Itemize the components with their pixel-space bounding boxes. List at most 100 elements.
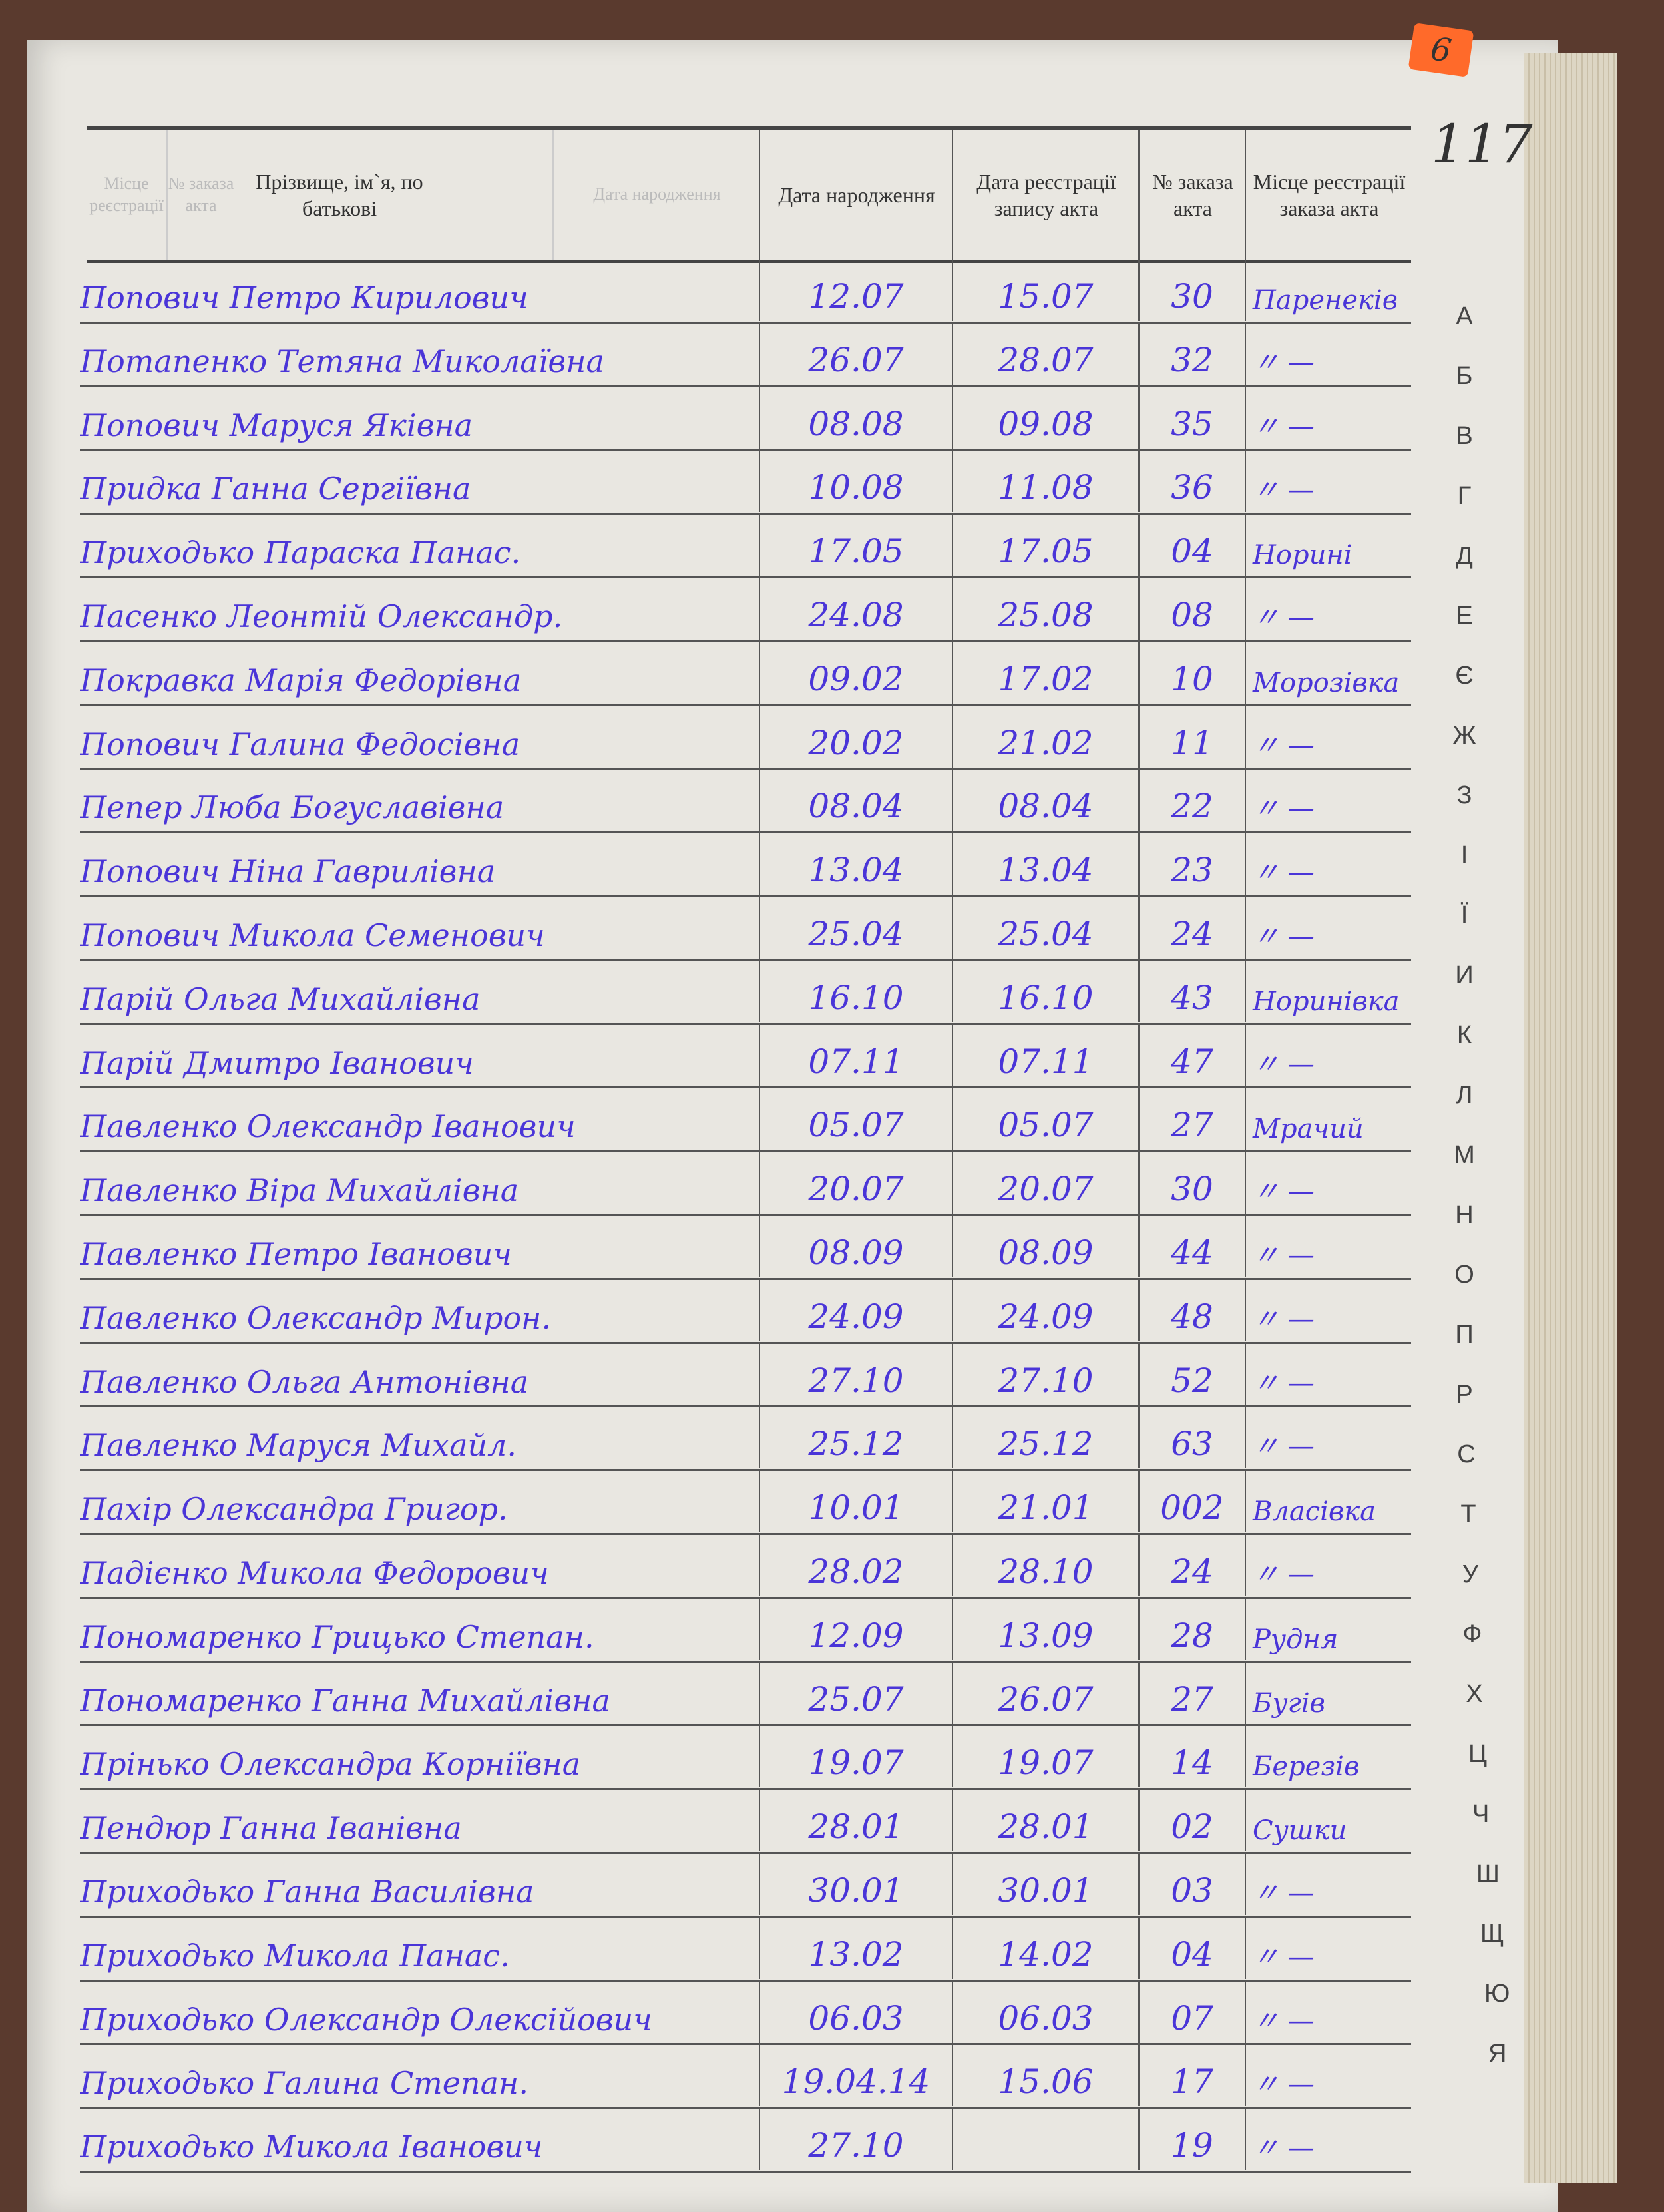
alphabet-tab[interactable]: А: [1456, 302, 1473, 330]
table-row: Павленко Олександр Іванович 05.07 05.07 27 М…: [80, 1088, 1411, 1153]
alphabet-tab[interactable]: Ж: [1452, 722, 1476, 750]
act-number-cell: 30: [1138, 260, 1245, 321]
registration-place-cell: 〃 —: [1245, 833, 1411, 895]
table-row: Парій Дмитро Іванович 07.11 07.11 47 〃 —: [80, 1024, 1411, 1089]
registration-date-cell: 05.07: [952, 1088, 1138, 1150]
registration-place-cell: 〃 —: [1245, 451, 1411, 513]
alphabet-tab[interactable]: Д: [1456, 542, 1473, 570]
alphabet-tab[interactable]: М: [1454, 1141, 1475, 1169]
act-number-cell: 04: [1138, 1917, 1245, 1979]
alphabet-tab[interactable]: Т: [1460, 1500, 1476, 1528]
birth-date-cell: 06.03: [759, 1981, 952, 2043]
registration-place-cell: Бугів: [1245, 1662, 1411, 1724]
alphabet-tab[interactable]: Щ: [1480, 1904, 1504, 1964]
table-row: Пономаренко Грицько Степан. 12.09 13.09 28 Р…: [80, 1598, 1411, 1663]
registration-place-cell: 〃 —: [1245, 2109, 1411, 2171]
birth-date-cell: 25.04: [759, 897, 952, 959]
registration-date-cell: 08.09: [952, 1216, 1138, 1277]
birth-date-cell: 20.02: [759, 706, 952, 768]
table-row: Прінько Олександра Корніївна 19.07 19.07 14…: [80, 1726, 1411, 1791]
alphabet-tab[interactable]: І: [1460, 841, 1468, 869]
act-number-cell: 36: [1138, 451, 1245, 513]
alphabet-tab[interactable]: Ш: [1476, 1844, 1500, 1904]
name-cell: Пахір Олександра Григор.: [80, 1491, 508, 1528]
birth-date-cell: 12.09: [759, 1598, 952, 1660]
registration-place-cell: 〃 —: [1245, 1534, 1411, 1596]
alphabet-index-tabs: АБВГДЕЄЖЗІЇИКЛМНОПРСТУФХЦЧШЩЮЯ: [1444, 286, 1510, 2084]
birth-date-cell: 08.09: [759, 1216, 952, 1277]
registration-place-cell: 〃 —: [1245, 1981, 1411, 2043]
table-row: Павленко Маруся Михайл. 25.12 25.12 63 〃 —: [80, 1407, 1411, 1472]
header-birth-date: Дата народження: [759, 130, 953, 260]
name-cell: Приходько Ганна Василівна: [80, 1873, 534, 1910]
alphabet-tab[interactable]: Х: [1466, 1680, 1483, 1708]
act-number-cell: 04: [1138, 515, 1245, 576]
alphabet-tab[interactable]: У: [1462, 1560, 1479, 1588]
alphabet-tab[interactable]: Ч: [1472, 1800, 1490, 1828]
act-number-cell: 24: [1138, 1534, 1245, 1596]
registration-place-cell: 〃 —: [1245, 1407, 1411, 1469]
alphabet-tab[interactable]: Ц: [1468, 1740, 1488, 1768]
alphabet-tab[interactable]: П: [1455, 1321, 1474, 1349]
alphabet-tab[interactable]: Е: [1456, 602, 1473, 630]
alphabet-tab[interactable]: Ф: [1462, 1620, 1482, 1648]
registration-place-cell: 〃 —: [1245, 1917, 1411, 1979]
table-header: Місце реєстрації № заказа акта Прізвище,…: [87, 126, 1411, 263]
birth-date-cell: 27.10: [759, 1343, 952, 1405]
act-number-cell: 48: [1138, 1279, 1245, 1341]
registration-place-cell: 〃 —: [1245, 323, 1411, 385]
name-cell: Пасенко Леонтій Олександр.: [80, 598, 563, 634]
registration-date-cell: 28.07: [952, 323, 1138, 385]
name-cell: Попович Ніна Гаврилівна: [80, 853, 496, 890]
name-cell: Павленко Петро Іванович: [80, 1235, 513, 1272]
alphabet-tab[interactable]: З: [1456, 781, 1472, 809]
act-number-cell: 47: [1138, 1024, 1245, 1086]
registration-date-cell: 09.08: [952, 387, 1138, 449]
act-number-cell: 28: [1138, 1598, 1245, 1660]
alphabet-tab[interactable]: Ї: [1460, 901, 1468, 929]
registration-date-cell: 25.08: [952, 578, 1138, 640]
table-row: Приходько Галина Степан. 19.04.14 15.06 17 〃…: [80, 2045, 1411, 2109]
name-cell: Парій Дмитро Іванович: [80, 1044, 474, 1081]
name-cell: Попович Петро Кирилович: [80, 280, 528, 316]
alphabet-tab[interactable]: В: [1456, 422, 1473, 450]
registration-place-cell: Рудня: [1245, 1598, 1411, 1660]
registration-place-cell: Норинівка: [1245, 961, 1411, 1022]
alphabet-tab[interactable]: Є: [1455, 662, 1474, 690]
table-row: Приходько Ганна Василівна 30.01 30.01 03 〃 —: [80, 1853, 1411, 1918]
registration-place-cell: 〃 —: [1245, 706, 1411, 768]
alphabet-tab[interactable]: С: [1457, 1440, 1476, 1468]
act-number-cell: 10: [1138, 642, 1245, 704]
alphabet-tab[interactable]: И: [1455, 961, 1474, 989]
birth-date-cell: 05.07: [759, 1088, 952, 1150]
name-cell: Павленко Віра Михайлівна: [80, 1172, 519, 1209]
name-cell: Попович Галина Федосівна: [80, 726, 520, 762]
registration-date-cell: 15.06: [952, 2045, 1138, 2107]
birth-date-cell: 26.07: [759, 323, 952, 385]
alphabet-tab[interactable]: Р: [1456, 1381, 1473, 1409]
birth-date-cell: 19.07: [759, 1726, 952, 1788]
table-row: Павленко Ольга Антонівна 27.10 27.10 52 〃 —: [80, 1343, 1411, 1408]
act-number-cell: 30: [1138, 1152, 1245, 1214]
alphabet-tab[interactable]: К: [1456, 1021, 1472, 1049]
registration-place-cell: 〃 —: [1245, 770, 1411, 831]
alphabet-tab[interactable]: Л: [1456, 1081, 1473, 1109]
page-number: 117: [1431, 113, 1533, 175]
table-row: Приходько Микола Панас. 13.02 14.02 04 〃 —: [80, 1917, 1411, 1982]
alphabet-tab[interactable]: Б: [1456, 362, 1473, 390]
birth-date-cell: 13.04: [759, 833, 952, 895]
registration-date-cell: 28.10: [952, 1534, 1138, 1596]
act-number-cell: 03: [1138, 1853, 1245, 1915]
table-row: Придка Ганна Сергіївна 10.08 11.08 36 〃 —: [80, 451, 1411, 515]
table-row: Покравка Марія Федорівна 09.02 17.02 10 Моро…: [80, 642, 1411, 706]
alphabet-tab[interactable]: Г: [1457, 482, 1472, 510]
alphabet-tab[interactable]: Н: [1455, 1201, 1474, 1229]
table-row: Павленко Олександр Мирон. 24.09 24.09 48 〃 —: [80, 1279, 1411, 1344]
act-number-cell: 52: [1138, 1343, 1245, 1405]
act-number-cell: 19: [1138, 2109, 1245, 2171]
ghost-header: Місце реєстрації: [89, 174, 164, 215]
table-row: Пасенко Леонтій Олександр. 24.08 25.08 08 〃 …: [80, 578, 1411, 642]
alphabet-tab[interactable]: О: [1454, 1261, 1474, 1289]
name-cell: Пономаренко Грицько Степан.: [80, 1618, 594, 1655]
birth-date-cell: 25.07: [759, 1662, 952, 1724]
